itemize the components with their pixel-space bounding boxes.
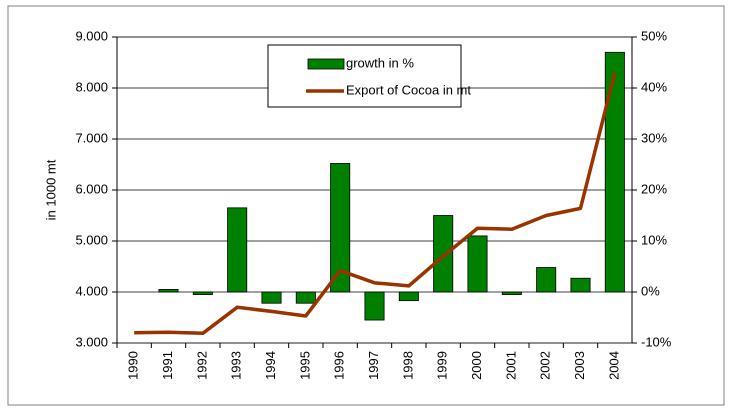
x-tick-label: 1990 bbox=[126, 351, 141, 380]
x-tick-label: 1994 bbox=[263, 351, 278, 380]
bar bbox=[227, 207, 248, 293]
x-tick-label: 2002 bbox=[538, 351, 553, 380]
bar bbox=[192, 291, 213, 295]
bar bbox=[158, 289, 179, 293]
y-tick-label: 5.000 bbox=[75, 232, 108, 247]
y-tick-label: 6.000 bbox=[75, 181, 108, 196]
x-tick-label: 1992 bbox=[194, 351, 209, 380]
y2-tick-label: 10% bbox=[641, 232, 667, 247]
bar bbox=[398, 291, 419, 302]
y2-tick-label: 20% bbox=[641, 181, 667, 196]
x-tick-label: 2000 bbox=[469, 351, 484, 380]
y-tick-label: 9.000 bbox=[75, 28, 108, 43]
line bbox=[134, 72, 617, 336]
bar bbox=[364, 291, 385, 321]
x-tick-label: 2001 bbox=[503, 351, 518, 380]
bar bbox=[501, 291, 522, 295]
x-tick-label: 1997 bbox=[366, 351, 381, 380]
y2-tick-label: -10% bbox=[641, 334, 672, 349]
y-tick-label: 4.000 bbox=[75, 283, 108, 298]
x-tick-label: 2004 bbox=[606, 351, 621, 380]
x-tick-label: 1996 bbox=[332, 351, 347, 380]
x-tick-label: 1991 bbox=[160, 351, 175, 380]
bar bbox=[570, 277, 591, 293]
y-tick-label: 7.000 bbox=[75, 130, 108, 145]
bar bbox=[330, 163, 351, 293]
bar bbox=[295, 291, 316, 304]
legend-box bbox=[267, 44, 462, 108]
y-tick-label: 3.000 bbox=[75, 334, 108, 349]
x-tick-label: 1998 bbox=[400, 351, 415, 380]
x-tick-label: 2003 bbox=[572, 351, 587, 380]
bar bbox=[433, 215, 454, 293]
legend-label: growth in % bbox=[346, 55, 414, 70]
y2-tick-label: 0% bbox=[641, 283, 660, 298]
y2-tick-label: 30% bbox=[641, 130, 667, 145]
y-tick-label: 8.000 bbox=[75, 79, 108, 94]
x-tick-label: 1993 bbox=[229, 351, 244, 380]
bar bbox=[261, 291, 282, 304]
bar bbox=[536, 267, 557, 293]
x-tick-label: 1995 bbox=[297, 351, 312, 380]
y2-tick-label: 40% bbox=[641, 79, 667, 94]
x-tick-label: 1999 bbox=[435, 351, 450, 380]
y2-tick-label: 50% bbox=[641, 28, 667, 43]
bar bbox=[467, 235, 488, 293]
y-axis-label: in 1000 mt bbox=[43, 159, 58, 220]
bar bbox=[604, 51, 625, 293]
legend-label: Export of Cocoa in mt bbox=[346, 82, 471, 97]
legend-swatch bbox=[307, 58, 345, 70]
